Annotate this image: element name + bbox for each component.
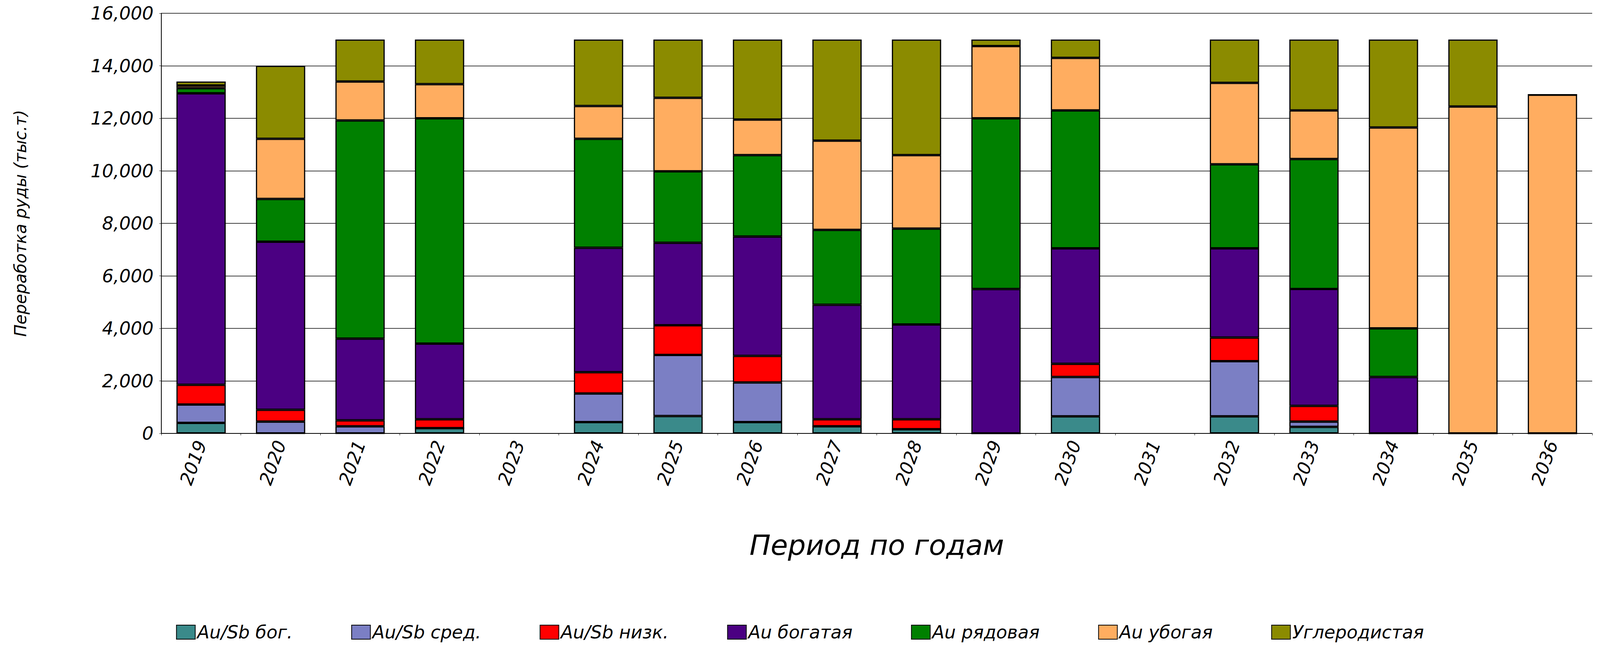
svg-text:Период по годам: Период по годам	[749, 528, 1005, 562]
svg-text:Au/Sb бог.: Au/Sb бог.	[196, 621, 293, 643]
svg-text:10,000: 10,000	[90, 160, 154, 182]
svg-text:2035: 2035	[1447, 437, 1483, 488]
svg-text:2028: 2028	[891, 437, 927, 488]
svg-text:Au убогая: Au убогая	[1117, 621, 1213, 643]
svg-text:Углеродистая: Углеродистая	[1292, 621, 1424, 643]
svg-text:2034: 2034	[1367, 437, 1404, 488]
svg-text:2025: 2025	[652, 437, 688, 488]
svg-text:Au/Sb низк.: Au/Sb низк.	[559, 621, 669, 643]
svg-text:2,000: 2,000	[101, 370, 154, 392]
svg-text:12,000: 12,000	[90, 107, 154, 129]
svg-text:2019: 2019	[175, 437, 211, 488]
svg-text:4,000: 4,000	[101, 317, 154, 340]
svg-text:2026: 2026	[732, 437, 768, 488]
svg-text:Переработка руды (тыс.т): Переработка руды (тыс.т)	[10, 109, 31, 337]
svg-text:2020: 2020	[255, 437, 291, 488]
svg-text:2024: 2024	[573, 437, 609, 488]
svg-text:2022: 2022	[414, 437, 450, 488]
svg-text:2030: 2030	[1050, 437, 1086, 488]
svg-text:2033: 2033	[1288, 437, 1324, 488]
svg-text:2032: 2032	[1208, 437, 1245, 488]
svg-text:6,000: 6,000	[101, 265, 154, 287]
svg-text:8,000: 8,000	[101, 212, 154, 234]
svg-text:2023: 2023	[493, 437, 529, 488]
svg-text:Au/Sb сред.: Au/Sb сред.	[371, 621, 481, 643]
svg-text:2021: 2021	[334, 437, 370, 488]
svg-text:2027: 2027	[811, 437, 847, 488]
svg-text:14,000: 14,000	[90, 55, 154, 77]
svg-text:Au богатая: Au богатая	[747, 621, 853, 643]
svg-text:2029: 2029	[970, 437, 1006, 488]
svg-text:Au рядовая: Au рядовая	[930, 621, 1040, 643]
svg-text:2031: 2031	[1129, 437, 1165, 488]
svg-text:0: 0	[142, 423, 154, 445]
svg-text:16,000: 16,000	[90, 2, 154, 24]
svg-text:2036: 2036	[1526, 437, 1563, 488]
